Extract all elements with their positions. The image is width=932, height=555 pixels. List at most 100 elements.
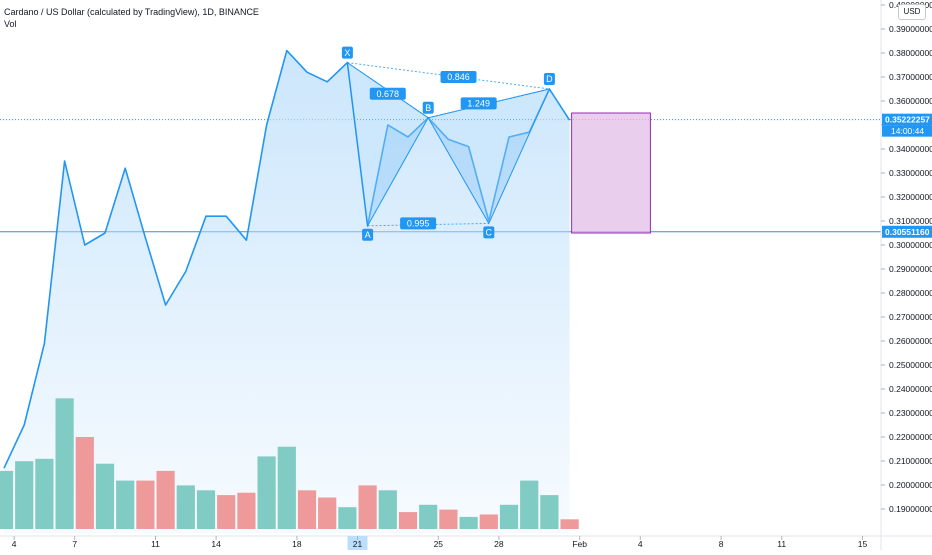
ratio-label-bg: [400, 217, 437, 230]
volume-bar: [338, 507, 357, 529]
volume-bars: [0, 398, 579, 529]
countdown-tag: 14:00:44: [891, 126, 924, 136]
chart-title: Cardano / US Dollar (calculated by Tradi…: [4, 7, 259, 17]
time-tick-label: 18: [292, 539, 302, 549]
pattern-point-label[interactable]: C: [486, 228, 493, 238]
price-tick-label: 0.36000000: [889, 96, 932, 106]
volume-bar: [156, 470, 175, 529]
price-tick-label: 0.37000000: [889, 72, 932, 82]
price-tick-label: 0.25000000: [889, 360, 932, 370]
currency-button[interactable]: USD: [898, 4, 926, 20]
volume-bar: [560, 519, 579, 529]
volume-bar: [55, 398, 74, 529]
price-tick-label: 0.31000000: [889, 216, 932, 226]
volume-bar: [136, 480, 155, 529]
target-box[interactable]: [571, 112, 651, 234]
ratio-line-bd: [428, 88, 550, 119]
volume-bar: [499, 504, 519, 529]
ratio-label-bg: [440, 71, 477, 83]
volume-bar: [540, 495, 559, 529]
pattern-point-label[interactable]: A: [365, 230, 371, 240]
price-tick-label: 0.38000000: [889, 48, 932, 58]
volume-bar: [0, 470, 14, 529]
time-tick-label: Feb: [572, 539, 587, 549]
pattern-point-bg: [362, 228, 374, 241]
pattern-point-label[interactable]: D: [546, 74, 553, 84]
ratio-label: 0.995: [407, 219, 430, 229]
volume-bar: [479, 514, 498, 529]
level-price-tag: 0.30551160: [885, 227, 930, 237]
volume-bar: [35, 458, 54, 529]
time-tick-label: 11: [777, 539, 786, 549]
time-tick-label: 4: [638, 539, 643, 549]
volume-bar: [398, 512, 418, 529]
price-area-fill: [4, 50, 570, 533]
time-tick-label: 25: [434, 539, 444, 549]
price-tick-label: 0.23000000: [889, 408, 932, 418]
ratio-label-bg: [369, 87, 406, 100]
time-tick-label: 14: [211, 539, 221, 549]
time-tick-label: 7: [72, 539, 77, 549]
volume-bar: [217, 495, 236, 529]
volume-bar: [419, 504, 438, 529]
pattern-point-label[interactable]: X: [344, 48, 350, 58]
volume-bar: [95, 463, 115, 529]
volume-bar: [116, 480, 135, 529]
pattern-point-label[interactable]: B: [425, 103, 431, 113]
price-tick-label: 0.26000000: [889, 336, 932, 346]
price-tick-label: 0.33000000: [889, 168, 932, 178]
time-tick-label: 15: [858, 539, 868, 549]
time-tick-label: 21: [353, 539, 363, 549]
price-tick-label: 0.21000000: [889, 456, 932, 466]
price-tick-label: 0.19000000: [889, 504, 932, 514]
volume-bar: [459, 516, 478, 529]
pattern-point-bg: [422, 101, 434, 114]
price-tick-label: 0.39000000: [889, 24, 932, 34]
pattern-point-bg: [543, 73, 555, 85]
volume-bar: [277, 446, 296, 529]
price-area: [3, 49, 571, 533]
ratio-label: 0.678: [377, 89, 400, 99]
ratio-label: 0.846: [447, 72, 470, 82]
price-line[interactable]: [3, 49, 571, 469]
price-tick-label: 0.27000000: [889, 312, 932, 322]
price-tick-label: 0.34000000: [889, 144, 932, 154]
volume-bar: [297, 490, 317, 529]
price-tick-label: 0.20000000: [889, 480, 932, 490]
time-tick-label: 4: [12, 539, 17, 549]
crosshair-date-highlight: [347, 536, 368, 550]
current-price-tag: 0.35222257: [885, 115, 930, 125]
level-price-tag-bg: [882, 225, 932, 238]
pattern-point-bg: [483, 226, 495, 239]
volume-legend: Vol: [4, 19, 17, 29]
price-tick-label: 0.28000000: [889, 288, 932, 298]
price-tick-label: 0.29000000: [889, 264, 932, 274]
time-tick-label: 11: [151, 539, 160, 549]
price-tick-label: 0.24000000: [889, 384, 932, 394]
volume-bar: [520, 480, 539, 529]
volume-bar: [378, 490, 397, 529]
pattern-point-bg: [341, 46, 353, 59]
volume-bar: [318, 497, 337, 529]
price-tick-label: 0.30000000: [889, 240, 932, 250]
price-tick-label: 0.22000000: [889, 432, 932, 442]
time-tick-label: 28: [494, 539, 504, 549]
ratio-label: 1.249: [467, 99, 490, 109]
price-axis[interactable]: 0.400000000.390000000.380000000.37000000…: [880, 0, 932, 550]
volume-bar: [176, 485, 195, 529]
volume-bar: [196, 490, 216, 529]
volume-bar: [15, 461, 34, 529]
volume-bar: [257, 456, 276, 529]
target-zone[interactable]: [571, 112, 651, 234]
time-axis[interactable]: 4 7 11 14 18 21 25 28 Feb 4 8 11 15: [0, 535, 932, 550]
volume-bar: [75, 437, 94, 529]
volume-bar: [439, 509, 458, 529]
volume-bar: [358, 485, 377, 529]
xabcd-pattern[interactable]: 0.678 0.846 1.249 0.995 X A B C D: [341, 46, 555, 241]
time-tick-label: 8: [719, 539, 724, 549]
price-tick-label: 0.32000000: [889, 192, 932, 202]
current-price-tag-bg: [882, 113, 932, 126]
countdown-tag-bg: [882, 125, 932, 137]
